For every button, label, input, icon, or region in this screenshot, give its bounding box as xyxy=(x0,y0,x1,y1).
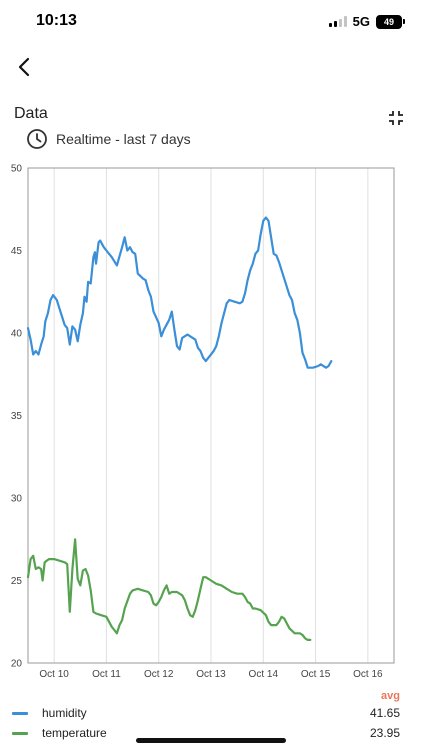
x-tick-label: Oct 10 xyxy=(39,669,69,680)
series-line-temperature xyxy=(26,538,312,641)
collapse-button[interactable] xyxy=(386,108,406,128)
y-tick-label: 25 xyxy=(11,576,23,587)
x-tick-label: Oct 12 xyxy=(144,669,174,680)
status-indicators: 5G 49 xyxy=(328,14,405,29)
legend-item-humidity[interactable]: humidity 41.65 xyxy=(12,704,400,722)
network-type: 5G xyxy=(352,14,370,29)
x-tick-label: Oct 14 xyxy=(249,669,279,680)
y-tick-label: 35 xyxy=(11,411,23,422)
avg-column-header: avg xyxy=(381,690,400,702)
sensor-line-chart: Oct 10 Oct 11 Oct 12 Oct 13 Oct 14 Oct 15 Oct … xyxy=(11,164,395,680)
temperature-swatch xyxy=(12,731,28,735)
y-tick-label: 30 xyxy=(11,494,23,505)
time-range-selector[interactable]: Realtime - last 7 days xyxy=(26,128,191,150)
legend-series-name: temperature xyxy=(42,726,107,740)
humidity-swatch xyxy=(12,711,28,715)
back-button[interactable] xyxy=(12,52,40,82)
time-range-label: Realtime - last 7 days xyxy=(56,131,191,147)
series-line-humidity xyxy=(26,216,333,369)
section-title: Data xyxy=(14,105,48,122)
legend-series-name: humidity xyxy=(42,706,87,720)
y-tick-label: 50 xyxy=(11,164,23,175)
legend-item-temperature[interactable]: temperature 23.95 xyxy=(12,724,400,742)
y-tick-label: 45 xyxy=(11,246,23,257)
x-tick-label: Oct 13 xyxy=(196,669,226,680)
legend-series-avg: 41.65 xyxy=(369,706,400,720)
chevron-left-icon xyxy=(18,57,30,77)
x-tick-label: Oct 16 xyxy=(353,669,383,680)
clock-icon xyxy=(27,129,47,149)
x-tick-label: Oct 11 xyxy=(92,669,121,680)
collapse-icon xyxy=(389,111,403,125)
cellular-signal-icon xyxy=(328,16,347,27)
x-tick-label: Oct 15 xyxy=(301,669,331,680)
status-time: 10:13 xyxy=(36,12,77,29)
legend-series-avg: 23.95 xyxy=(369,726,400,740)
home-indicator xyxy=(136,738,286,743)
y-tick-label: 40 xyxy=(11,329,23,340)
status-bar: 10:13 5G 49 xyxy=(0,0,422,44)
plot-frame xyxy=(27,167,395,664)
battery-icon: 49 xyxy=(376,14,405,29)
y-tick-label: 20 xyxy=(11,659,23,670)
